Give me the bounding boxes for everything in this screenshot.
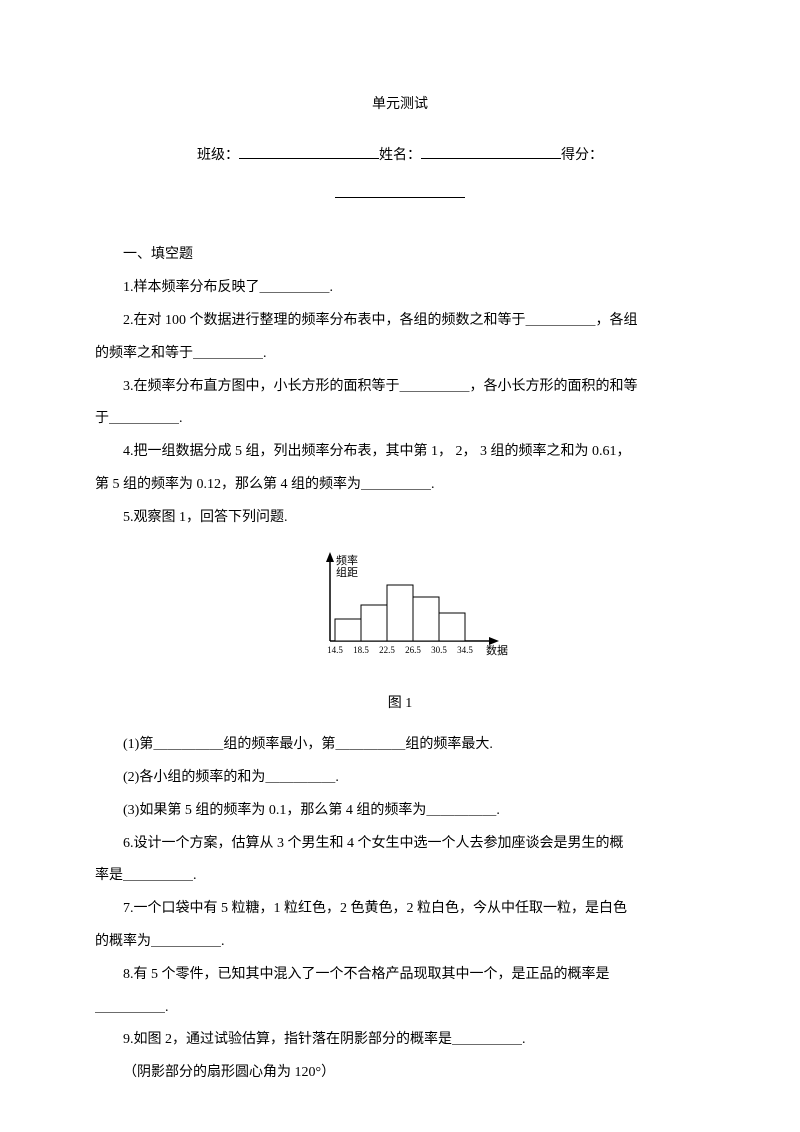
name-blank bbox=[421, 141, 561, 159]
q3-line2: 于＿＿＿＿＿. bbox=[95, 404, 705, 435]
y-label-top: 频率 bbox=[336, 553, 358, 567]
header-info: 班级： 姓名： 得分： bbox=[95, 141, 705, 172]
svg-text:18.5: 18.5 bbox=[353, 645, 369, 655]
chart-caption: 图 1 bbox=[95, 689, 705, 720]
q9: 9.如图 2，通过试验估算，指针落在阴影部分的概率是＿＿＿＿＿. bbox=[95, 1025, 705, 1056]
q8-line2: ＿＿＿＿＿. bbox=[95, 993, 705, 1024]
x-label: 数据 bbox=[486, 643, 508, 657]
class-label: 班级： bbox=[197, 148, 239, 163]
svg-text:26.5: 26.5 bbox=[405, 645, 421, 655]
score-blank bbox=[335, 180, 465, 198]
histogram-bars bbox=[335, 585, 465, 641]
name-label: 姓名： bbox=[379, 148, 421, 163]
x-ticks: 14.5 18.5 22.5 26.5 30.5 34.5 bbox=[327, 645, 473, 655]
q7-line2: 的概率为＿＿＿＿＿. bbox=[95, 927, 705, 958]
svg-text:30.5: 30.5 bbox=[431, 645, 447, 655]
y-label-bottom: 组距 bbox=[336, 565, 358, 579]
q4-line1: 4.把一组数据分成 5 组，列出频率分布表，其中第 1， 2， 3 组的频率之和… bbox=[95, 437, 705, 468]
q4-line2: 第 5 组的频率为 0.12，那么第 4 组的频率为＿＿＿＿＿. bbox=[95, 470, 705, 501]
q7-line1: 7.一个口袋中有 5 粒糖，1 粒红色，2 色黄色，2 粒白色，今从中任取一粒，… bbox=[95, 894, 705, 925]
section1-title: 一、填空题 bbox=[95, 240, 705, 271]
q5-1: (1)第＿＿＿＿＿组的频率最小，第＿＿＿＿＿组的频率最大. bbox=[95, 730, 705, 761]
score-label: 得分： bbox=[561, 148, 603, 163]
q5: 5.观察图 1，回答下列问题. bbox=[95, 503, 705, 534]
svg-text:22.5: 22.5 bbox=[379, 645, 395, 655]
q2-line1: 2.在对 100 个数据进行整理的频率分布表中，各组的频数之和等于＿＿＿＿＿，各… bbox=[95, 306, 705, 337]
q9-note: （阴影部分的扇形圆心角为 120°） bbox=[95, 1058, 705, 1089]
q5-3: (3)如果第 5 组的频率为 0.1，那么第 4 组的频率为＿＿＿＿＿. bbox=[95, 796, 705, 827]
q5-2: (2)各小组的频率的和为＿＿＿＿＿. bbox=[95, 763, 705, 794]
q6-line2: 率是＿＿＿＿＿. bbox=[95, 861, 705, 892]
q2-line2: 的频率之和等于＿＿＿＿＿. bbox=[95, 339, 705, 370]
q1: 1.样本频率分布反映了＿＿＿＿＿. bbox=[95, 273, 705, 304]
score-blank-row bbox=[95, 180, 705, 211]
svg-text:14.5: 14.5 bbox=[327, 645, 343, 655]
q3-line1: 3.在频率分布直方图中，小长方形的面积等于＿＿＿＿＿，各小长方形的面积的和等 bbox=[95, 372, 705, 403]
q8-line1: 8.有 5 个零件，已知其中混入了一个不合格产品现取其中一个，是正品的概率是 bbox=[95, 960, 705, 991]
q6-line1: 6.设计一个方案，估算从 3 个男生和 4 个女生中选一个人去参加座谈会是男生的… bbox=[95, 829, 705, 860]
histogram-chart: 频率 组距 14.5 18.5 22.5 26.5 30.5 34.5 数据 bbox=[95, 546, 705, 684]
page-title: 单元测试 bbox=[95, 90, 705, 121]
svg-text:34.5: 34.5 bbox=[457, 645, 473, 655]
class-blank bbox=[239, 141, 379, 159]
